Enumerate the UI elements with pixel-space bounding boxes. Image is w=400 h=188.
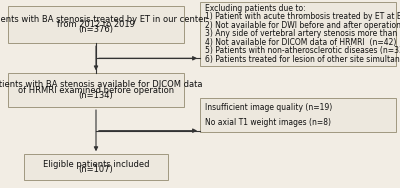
FancyBboxPatch shape <box>8 6 184 43</box>
Text: Patients with BA stenosis available for DICOM data: Patients with BA stenosis available for … <box>0 80 203 89</box>
Text: from 2012 to 2019: from 2012 to 2019 <box>57 20 135 29</box>
Text: (n=134): (n=134) <box>79 91 113 100</box>
Text: Excluding patients due to:: Excluding patients due to: <box>205 4 306 13</box>
Text: 5) Patients with non-atherosclerotic diseases (n=33): 5) Patients with non-atherosclerotic dis… <box>205 46 400 55</box>
Text: 6) Patients treated for lesion of other site simultaneously (n=37): 6) Patients treated for lesion of other … <box>205 55 400 64</box>
Text: Insufficient image quality (n=19): Insufficient image quality (n=19) <box>205 103 332 112</box>
Text: of HRMRI examined before operation: of HRMRI examined before operation <box>18 86 174 95</box>
Text: No axial T1 weight images (n=8): No axial T1 weight images (n=8) <box>205 118 331 127</box>
Text: Eligible patients included: Eligible patients included <box>43 160 149 169</box>
FancyBboxPatch shape <box>24 154 168 180</box>
FancyBboxPatch shape <box>200 98 396 132</box>
Text: 3) Any side of vertebral artery stenosis more than 50% (n=56): 3) Any side of vertebral artery stenosis… <box>205 29 400 38</box>
Text: (n=376): (n=376) <box>78 25 114 34</box>
Text: 2) Not available for DWI before and after operation (n=48): 2) Not available for DWI before and afte… <box>205 21 400 30</box>
Text: 4) Not available for DICOM data of HRMRI  (n=42): 4) Not available for DICOM data of HRMRI… <box>205 38 396 47</box>
Text: (n=107): (n=107) <box>79 165 113 174</box>
FancyBboxPatch shape <box>200 2 396 66</box>
Text: Patients with BA stenosis treated by ET in our center: Patients with BA stenosis treated by ET … <box>0 15 207 24</box>
FancyBboxPatch shape <box>8 73 184 107</box>
Text: 1) Patient with acute thrombosis treated by ET at BA (n=26): 1) Patient with acute thrombosis treated… <box>205 12 400 21</box>
